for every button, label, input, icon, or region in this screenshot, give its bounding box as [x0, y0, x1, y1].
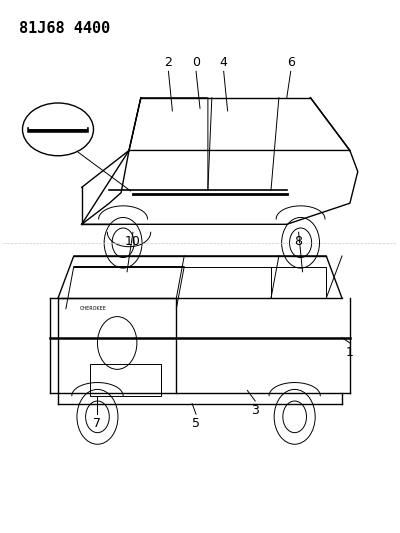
Text: 8: 8: [295, 235, 303, 248]
Text: 3: 3: [251, 403, 259, 417]
Text: 0: 0: [192, 56, 200, 69]
Text: 7: 7: [94, 417, 102, 430]
Text: 10: 10: [125, 235, 141, 248]
Text: 2: 2: [164, 56, 172, 69]
Text: 81J68 4400: 81J68 4400: [18, 21, 110, 36]
Text: 4: 4: [220, 56, 228, 69]
Text: 1: 1: [346, 345, 354, 359]
Text: CHEROKEE: CHEROKEE: [80, 306, 106, 311]
Text: 5: 5: [192, 417, 200, 430]
Text: 6: 6: [287, 56, 295, 69]
